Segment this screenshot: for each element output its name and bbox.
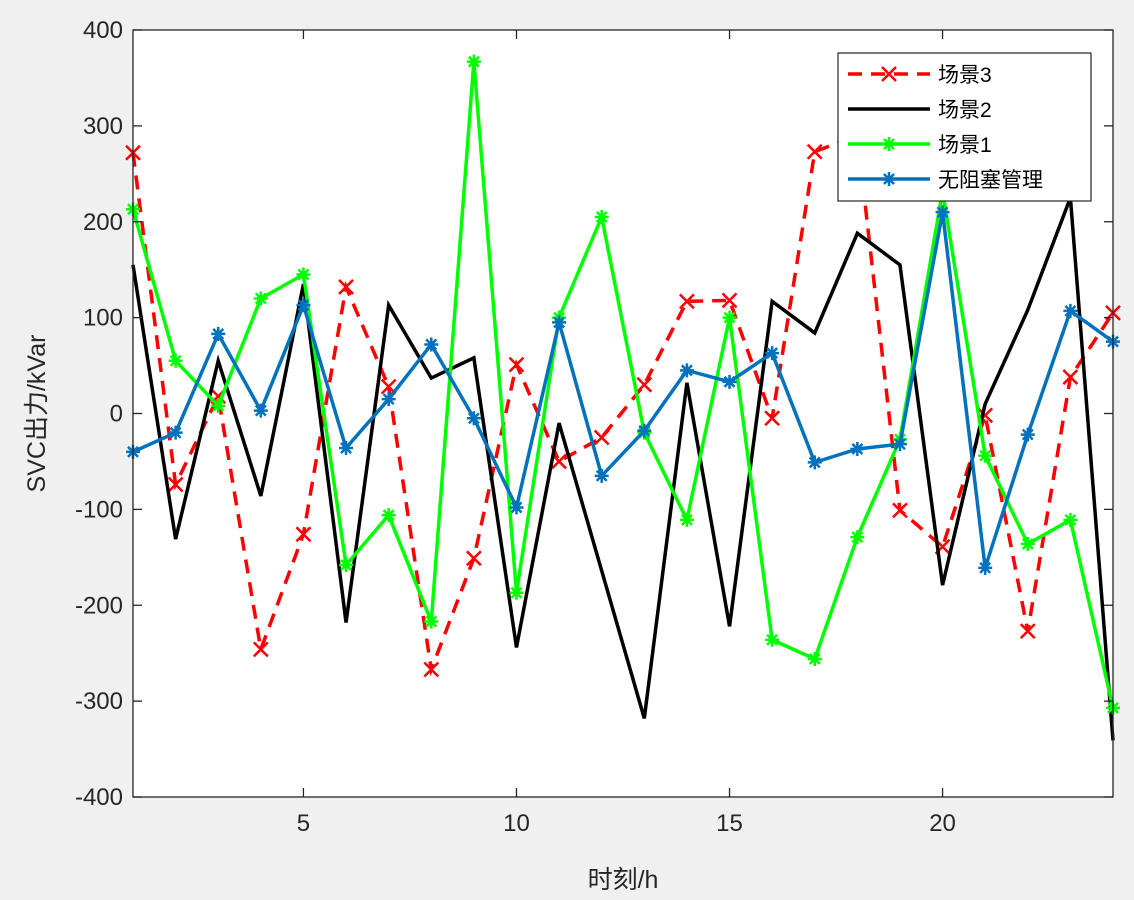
legend-label: 无阻塞管理 [938, 169, 1043, 192]
y-axis-label: SVC出力/kVar [23, 335, 51, 493]
x-axis: 5 10 15 20 [297, 30, 956, 837]
data-point [424, 337, 439, 352]
y-tick-label: -200 [75, 592, 123, 619]
data-point [637, 423, 652, 438]
data-point [1020, 536, 1035, 551]
data-point [594, 468, 609, 483]
data-point [167, 476, 184, 493]
data-point [168, 425, 183, 440]
data-point [295, 526, 312, 543]
series-line [131, 61, 1115, 709]
data-point [679, 363, 694, 378]
y-tick-label: 200 [83, 209, 123, 236]
series-line [131, 133, 1115, 677]
data-point [1020, 427, 1035, 442]
legend-label: 场景3 [938, 64, 992, 87]
data-point [721, 292, 738, 309]
legend-label: 场景2 [938, 99, 992, 122]
data-point [339, 441, 354, 456]
data-point [466, 411, 481, 426]
data-point [296, 298, 311, 313]
data-point [679, 512, 694, 527]
data-point [594, 209, 609, 224]
data-point [211, 398, 226, 413]
y-tick-label: 0 [110, 401, 123, 428]
y-tick-label: 100 [83, 305, 123, 332]
data-point [1063, 303, 1078, 318]
data-point [381, 508, 396, 523]
data-point [509, 585, 524, 600]
data-point [765, 346, 780, 361]
data-point [935, 205, 950, 220]
series-layer [125, 54, 1121, 741]
data-point [465, 550, 482, 567]
y-tick-label: -100 [75, 496, 123, 523]
data-point [850, 530, 865, 545]
data-point [978, 448, 993, 463]
data-point [850, 441, 865, 456]
data-point [509, 500, 524, 515]
y-tick-label: -300 [75, 688, 123, 715]
y-tick-label: 300 [83, 113, 123, 140]
data-point [211, 326, 226, 341]
data-point [636, 376, 653, 393]
data-point [722, 374, 737, 389]
data-point [593, 429, 610, 446]
data-point [892, 502, 908, 519]
legend-marker [882, 172, 896, 186]
legend-box [837, 52, 1092, 202]
data-point [466, 54, 481, 69]
x-tick-label: 10 [503, 810, 530, 837]
x-tick-label: 15 [716, 810, 743, 837]
data-point [1062, 369, 1079, 385]
data-point [764, 410, 781, 427]
data-point [381, 392, 396, 407]
data-point [765, 632, 780, 647]
data-point [807, 651, 822, 666]
x-tick-label: 5 [297, 810, 310, 837]
y-tick-label: -400 [75, 784, 123, 811]
y-axis: 400 300 200 100 0 -100 -200 -300 -400 [75, 17, 1113, 811]
legend: 场景3 场景2 场景1 无阻塞管理 [837, 52, 1092, 202]
data-point [807, 455, 822, 470]
data-point [508, 356, 525, 373]
y-tick-label: 400 [83, 17, 123, 44]
data-point [892, 437, 907, 452]
data-point [1063, 512, 1078, 527]
legend-marker [881, 66, 897, 82]
data-point [339, 557, 354, 572]
series-line [132, 211, 1115, 569]
data-point [679, 293, 695, 310]
data-point [423, 661, 440, 678]
data-point [338, 279, 354, 295]
data-point [1019, 623, 1036, 640]
data-point [978, 560, 993, 575]
x-axis-label: 时刻/h [588, 866, 659, 894]
data-point [252, 641, 269, 658]
data-point [806, 143, 823, 160]
data-point [253, 403, 268, 418]
data-point [424, 614, 439, 629]
data-point [296, 267, 311, 282]
legend-label: 场景1 [938, 134, 992, 157]
data-point [552, 315, 567, 330]
legend-marker [882, 137, 896, 151]
data-point [253, 291, 268, 306]
data-point [168, 353, 183, 368]
data-point [722, 310, 737, 325]
x-tick-label: 20 [929, 810, 956, 837]
